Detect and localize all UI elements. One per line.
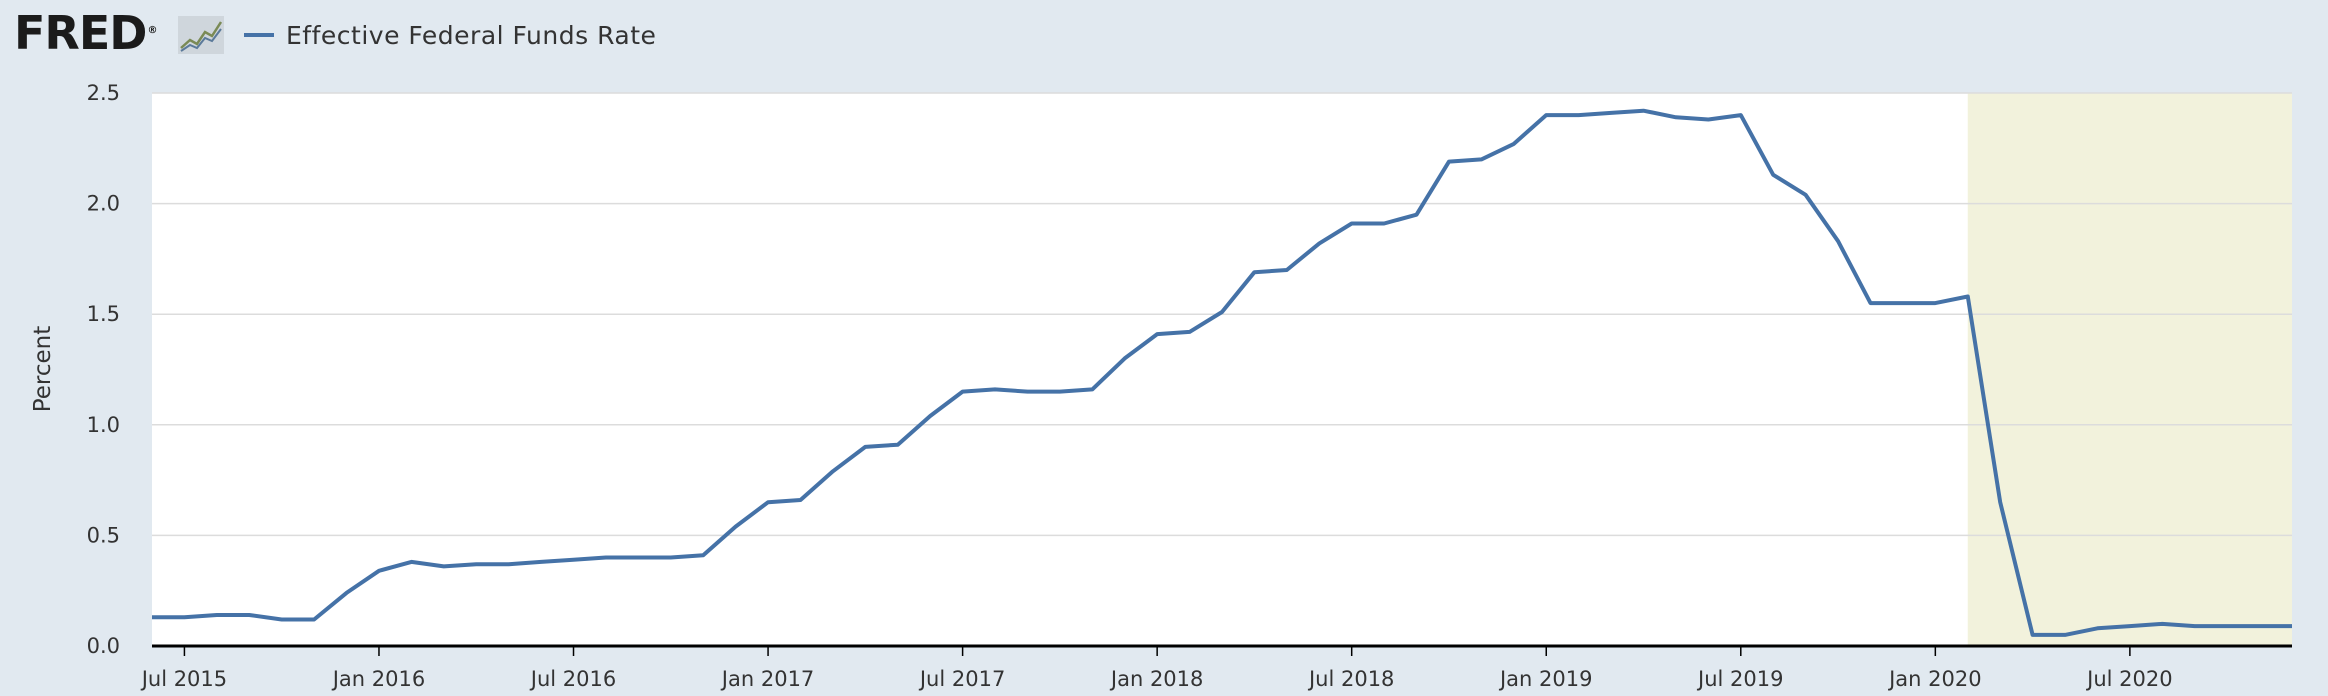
legend-swatch — [244, 33, 274, 37]
registered-mark: ® — [147, 24, 157, 36]
fred-logo[interactable]: FRED® — [14, 6, 157, 60]
y-axis-label: Percent — [30, 326, 56, 413]
y-tick-label: 1.5 — [87, 302, 120, 326]
y-tick-label: 2.0 — [87, 192, 120, 216]
x-tick-label: Jan 2020 — [1887, 667, 1982, 691]
series-line — [152, 108, 2292, 637]
x-tick-label: Jul 2015 — [140, 667, 227, 691]
legend[interactable]: Effective Federal Funds Rate — [244, 20, 656, 50]
recession-shading — [1967, 93, 2292, 646]
x-tick-label: Jul 2016 — [529, 667, 616, 691]
x-tick-label: Jul 2019 — [1696, 667, 1783, 691]
y-tick-label: 1.0 — [87, 413, 120, 437]
legend-label: Effective Federal Funds Rate — [286, 20, 657, 50]
x-tick-label: Jan 2017 — [720, 667, 815, 691]
y-tick-label: 0.5 — [87, 523, 120, 547]
x-tick-label: Jul 2018 — [1307, 667, 1394, 691]
x-tick-label: Jan 2019 — [1498, 667, 1593, 691]
trend-graph-icon — [178, 16, 224, 54]
logo-text: FRED — [14, 6, 147, 60]
x-tick-label: Jul 2017 — [918, 667, 1005, 691]
x-tick-label: Jan 2018 — [1109, 667, 1204, 691]
y-tick-label: 0.0 — [87, 634, 120, 658]
x-tick-label: Jul 2020 — [2085, 667, 2172, 691]
plot-area — [152, 93, 2292, 646]
y-tick-label: 2.5 — [87, 81, 120, 105]
x-tick-label: Jan 2016 — [331, 667, 426, 691]
chart-header: FRED® Effective Federal Funds Rate — [0, 0, 2328, 80]
